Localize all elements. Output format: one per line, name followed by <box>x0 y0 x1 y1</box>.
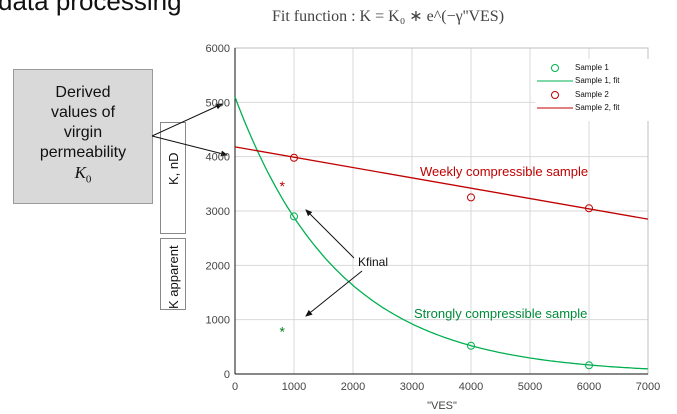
y-tick-label: 1000 <box>206 315 230 327</box>
x-tick-label: 3000 <box>400 381 424 393</box>
legend-entry-4: Sample 2, fit <box>575 103 620 112</box>
kfinal-label: Kfinal <box>358 255 388 269</box>
callout-box: Derived values of virgin permeability K0 <box>13 69 153 204</box>
fit-lines <box>234 96 649 370</box>
legend: Sample 1 Sample 1, fit Sample 2 Sample 2… <box>535 59 657 121</box>
tick-labels: 0 1000 2000 3000 4000 5000 6000 7000 0 1000 2000 30… <box>206 43 661 393</box>
point-sample-2 <box>467 193 475 202</box>
arrow-callout-bottom <box>151 135 228 157</box>
y-tick-label: 5000 <box>206 97 230 109</box>
x-axis-label: "VES" <box>427 400 457 412</box>
y-axis-label-box: K, nD <box>160 122 186 234</box>
x-tick-label: 6000 <box>577 381 601 393</box>
arrow-kfinal-down <box>305 270 363 317</box>
x-tick-label: 2000 <box>341 381 365 393</box>
axes <box>234 47 649 375</box>
legend-marker-sample-1 <box>551 64 559 72</box>
arrow-kfinal-up <box>305 209 355 259</box>
arrow-callout-top <box>151 103 223 137</box>
callout-line-2: values of <box>50 104 116 122</box>
kfinal-markers: ** <box>279 178 285 340</box>
kfinal-star-marker: * <box>279 178 285 194</box>
strong-sample-label: Strongly compressible sample <box>414 306 587 321</box>
kfinal-star-marker: * <box>279 323 285 339</box>
x-tick-label: 1000 <box>282 381 306 393</box>
callout-line-3: virgin <box>63 124 103 142</box>
point-sample-2 <box>290 153 298 162</box>
x-tick-label: 0 <box>232 381 238 393</box>
y-axis-alt-label-box: K apparent <box>160 238 186 310</box>
y-tick-label: 2000 <box>206 260 230 272</box>
y-tick-label: 6000 <box>206 43 230 55</box>
point-sample-1 <box>467 341 475 350</box>
annotation-arrows <box>151 103 363 317</box>
callout-symbol: K0 <box>74 163 92 186</box>
x-tick-label: 7000 <box>636 381 660 393</box>
y-tick-label: 3000 <box>206 206 230 218</box>
point-sample-2 <box>585 204 593 213</box>
point-sample-1 <box>290 212 298 221</box>
legend-entry-2: Sample 1, fit <box>575 76 620 85</box>
x-tick-label: 5000 <box>518 381 542 393</box>
legend-entry-1: Sample 1 <box>575 63 609 72</box>
legend-marker-sample-2 <box>551 91 559 99</box>
legend-entry-3: Sample 2 <box>575 90 609 99</box>
fit-formula: Fit function : K = K₀ ∗ e^(−γ''VES) <box>272 8 505 25</box>
point-sample-1 <box>585 361 593 370</box>
callout-line-4: permeability <box>39 144 127 162</box>
y-tick-label: 4000 <box>206 152 230 164</box>
fit-line-sample-2 <box>234 146 649 220</box>
weak-sample-label: Weekly compressible sample <box>420 164 588 179</box>
callout-line-1: Derived <box>55 84 111 102</box>
y-tick-label: 0 <box>224 369 230 381</box>
x-tick-label: 4000 <box>459 381 483 393</box>
page-heading: data processing <box>0 0 182 16</box>
data-points <box>290 153 593 370</box>
fit-line-sample-1 <box>234 96 649 370</box>
